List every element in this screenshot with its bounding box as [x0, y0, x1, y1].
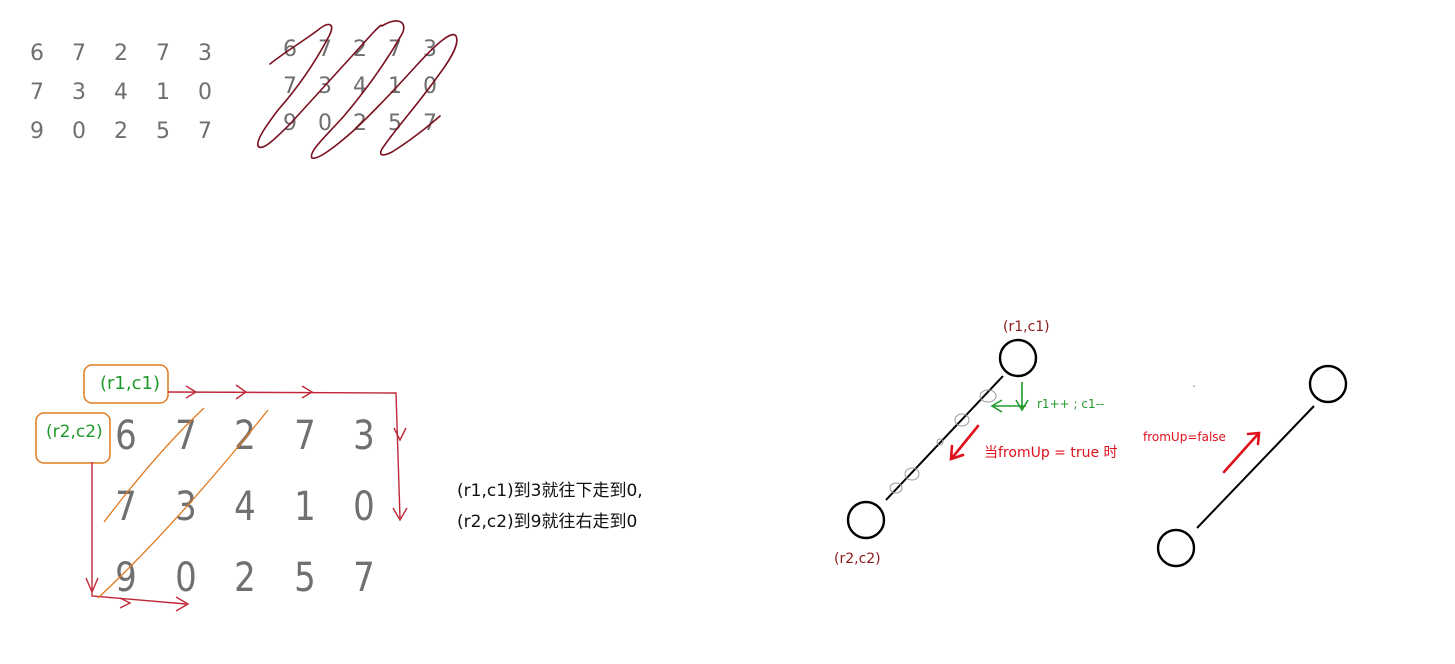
r2c2-node [846, 500, 886, 540]
move-rule-label: r1++ ; c1-- [1037, 397, 1105, 411]
traversal-paths [35, 364, 408, 612]
traversal-matrix-cell: 4 [234, 484, 256, 530]
plain-matrix-cell: 3 [72, 80, 86, 105]
plain-matrix-cell: 1 [156, 80, 170, 105]
plain-matrix-cell: 0 [198, 80, 212, 105]
plain-matrix-cell: 7 [156, 41, 170, 66]
plain-matrix-cell: 7 [30, 80, 44, 105]
traversal-matrix-cell: 0 [353, 484, 375, 530]
orange-diagonal-2 [97, 409, 269, 599]
scribbled-matrix-cell: 7 [318, 37, 332, 62]
traversal-matrix-cell: 3 [353, 413, 375, 459]
r1c1-node [998, 338, 1038, 378]
scribbled-matrix-cell: 0 [318, 111, 332, 136]
traversal-matrix-cell: 2 [234, 555, 256, 601]
plain-matrix-cell: 0 [72, 119, 86, 144]
from-up-true-label: 当fromUp = true 时 [984, 445, 1118, 461]
bottom-node [1156, 528, 1196, 568]
r1c1-box [83, 364, 169, 404]
traversal-matrix-cell: 9 [115, 555, 137, 601]
scribble-loop-2 [310, 20, 458, 159]
scribbled-matrix-cell: 7 [388, 37, 402, 62]
stray-dot [1193, 385, 1195, 387]
traversal-matrix-cell: 7 [293, 413, 316, 459]
scribbled-matrix-cell: 5 [388, 111, 402, 136]
traversal-dots [889, 389, 997, 494]
r1c1-node-label: (r1,c1) [1003, 319, 1050, 335]
plain-matrix-cell: 2 [114, 41, 128, 66]
from-up-false-diagram [1156, 364, 1348, 568]
r2c2-box [35, 412, 111, 464]
diagonal-scribbles [256, 20, 458, 159]
plain-matrix-cell: 5 [156, 119, 170, 144]
plain-matrix-cell: 3 [198, 41, 212, 66]
plain-matrix-cell: 9 [30, 119, 44, 144]
plain-matrix-cell: 2 [114, 119, 128, 144]
from-up-false-label: fromUp=false [1143, 430, 1226, 444]
plain-matrix-cell: 7 [198, 119, 212, 144]
red-down-left-arrow [949, 424, 980, 461]
traversal-matrix-cell: 1 [293, 484, 316, 530]
green-down-arrow [1015, 382, 1029, 412]
traversal-matrix-cell: 7 [174, 413, 197, 459]
top-node [1308, 364, 1348, 404]
traversal-note-line-2: (r2,c2)到9就往右走到0 [457, 512, 638, 532]
traversal-note-line-1: (r1,c1)到3就往下走到0, [457, 481, 643, 501]
orange-diagonal-1 [103, 407, 205, 523]
r2c2-node-label: (r2,c2) [834, 551, 881, 567]
diagonal-line-false [1196, 405, 1315, 529]
plain-matrix-cell: 6 [30, 41, 44, 66]
red-up-right-arrow [1222, 431, 1261, 474]
from-up-true-diagram [846, 338, 1038, 540]
r1c1-arrowheads [185, 384, 408, 522]
traversal-matrix-cell: 0 [174, 555, 197, 601]
traversal-matrix-cell: 7 [353, 555, 375, 601]
r2c2-arrowheads [85, 577, 190, 612]
r1c1-path [167, 391, 401, 519]
diagonal-line-true [885, 375, 1004, 501]
r1c1-label-green: (r1,c1) [100, 373, 160, 394]
plain-matrix-cell: 7 [72, 41, 86, 66]
scribble-loop-1 [256, 23, 383, 149]
r2c2-label-green: (r2,c2) [46, 422, 103, 442]
traversal-matrix-cell: 5 [293, 555, 316, 601]
traversal-matrix-cell: 7 [115, 484, 137, 530]
traversal-matrix-cell: 6 [115, 413, 137, 459]
traversal-matrix-cell: 2 [234, 413, 256, 459]
plain-matrix-cell: 4 [114, 80, 128, 105]
green-left-arrow [990, 399, 1026, 413]
r2c2-path [91, 462, 187, 605]
